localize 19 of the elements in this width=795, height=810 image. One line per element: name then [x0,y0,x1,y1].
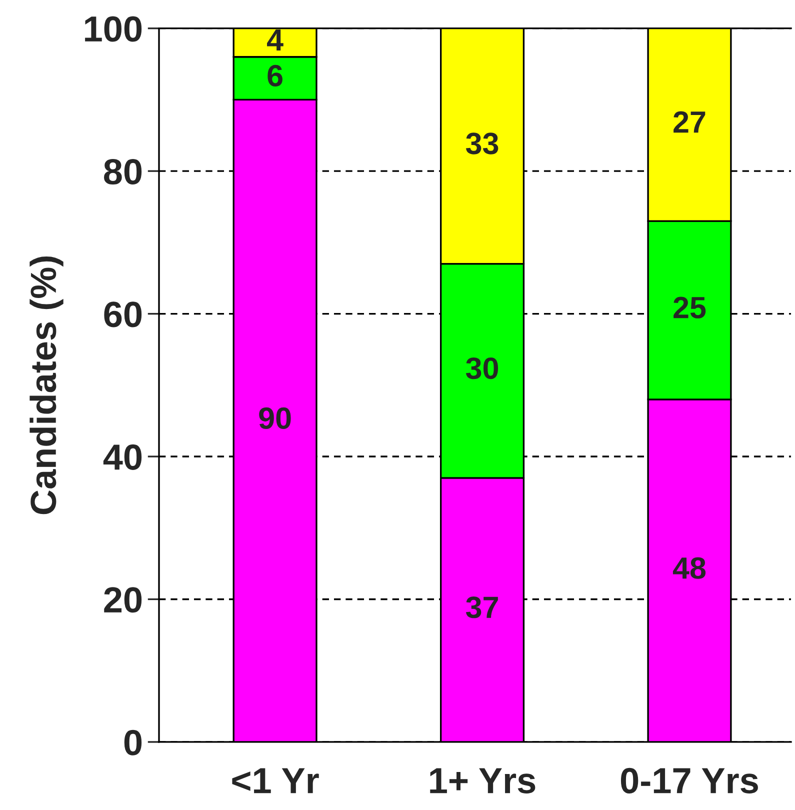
data-label: 48 [672,557,706,579]
data-label: 27 [674,111,706,133]
x-tick-label: 0-17 Yrs [620,768,758,794]
y-tick-label: 0 [124,730,142,756]
y-tick-label: 60 [104,302,142,328]
data-label: 25 [674,296,706,318]
y-axis-title: Candidates (%) [30,256,64,514]
data-label: 30 [466,357,498,380]
data-label: 33 [466,132,498,154]
y-tick-label: 80 [104,158,142,185]
x-tick-label: 1+ Yrs [430,768,536,794]
data-label: 37 [466,596,498,618]
data-label: 6 [268,64,282,87]
y-tick-label: 40 [103,444,142,470]
y-tick-label: 100 [85,16,142,42]
data-label: 90 [259,407,291,430]
x-tick-label: <1 Yr [232,768,319,794]
y-tick-label: 20 [104,587,142,613]
data-label: 4 [267,30,284,51]
